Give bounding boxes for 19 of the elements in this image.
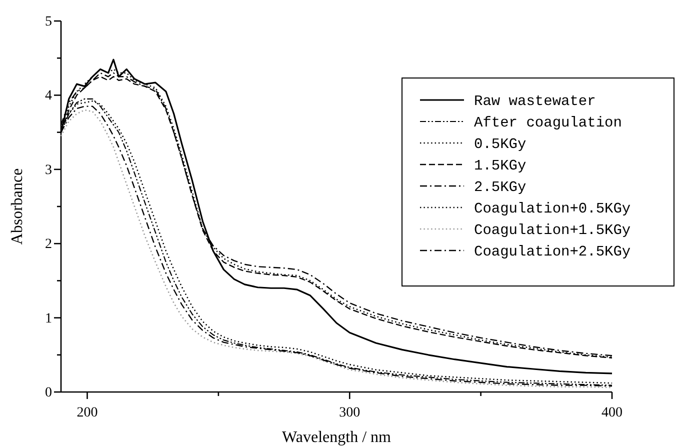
y-tick-label: 5 [45,14,52,30]
legend-label: Coagulation+1.5KGy [474,223,631,239]
legend-label: 0.5KGy [474,137,527,153]
x-tick-label: 400 [602,405,622,420]
x-axis-title: Wavelength / nm [282,429,392,446]
y-tick-label: 1 [45,311,52,326]
y-tick-label: 0 [45,385,52,400]
legend-label: 1.5KGy [474,158,527,174]
x-tick-label: 300 [339,405,360,420]
legend-label: After coagulation [474,116,622,132]
x-tick-label: 200 [76,405,98,420]
y-tick-label: 2 [45,237,52,252]
legend-label: Coagulation+2.5KGy [474,244,631,260]
y-tick-label: 3 [45,162,52,178]
legend-label: 2.5KGy [474,180,527,196]
y-axis-title: Absorbance [9,168,26,245]
legend-label: Raw wastewater [474,94,596,110]
y-tick-label: 4 [45,88,52,104]
legend-label: Coagulation+0.5KGy [474,202,631,218]
